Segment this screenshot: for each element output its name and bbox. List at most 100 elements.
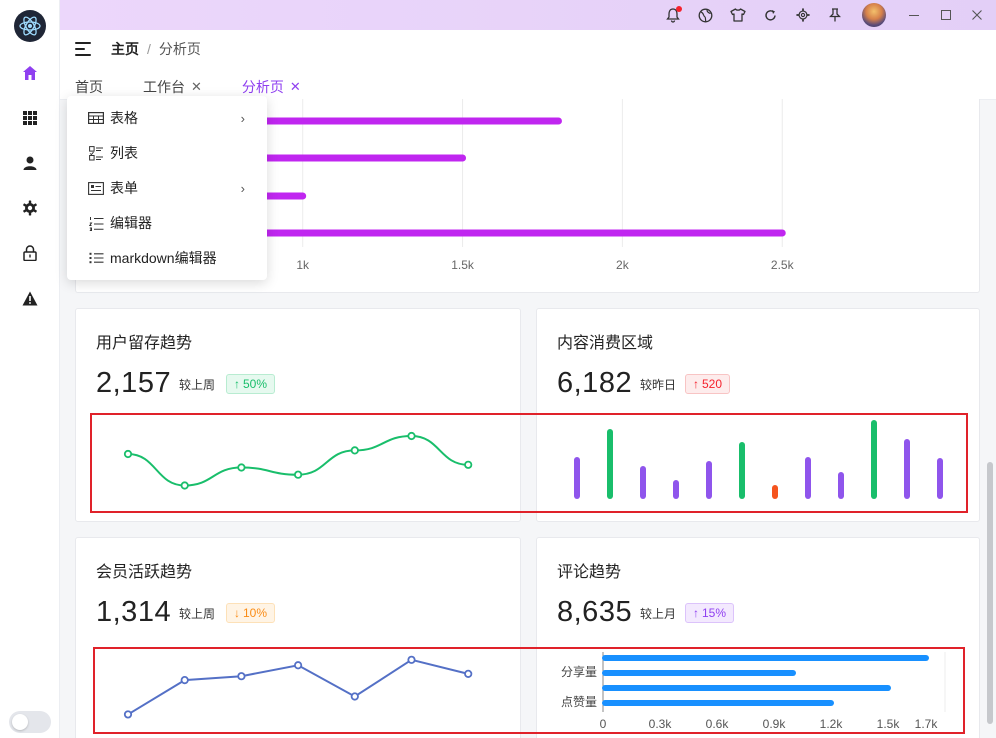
data-point: [464, 669, 473, 678]
data-point: [180, 675, 189, 685]
menu-item-label: 表格: [110, 110, 138, 126]
bullet-list-icon: [89, 252, 103, 264]
menu-item-label: markdown编辑器: [110, 250, 217, 266]
sidebar-item-apps[interactable]: [19, 107, 41, 129]
compare-label: 较上月: [640, 607, 677, 621]
delta-value: 15%: [702, 606, 727, 620]
retention-card: 用户留存趋势 2,157 较上周 ↑ 50%: [75, 308, 521, 522]
compare-label: 较上周: [179, 378, 216, 392]
trend-badge: ↓ 10%: [226, 603, 276, 623]
tab-close-icon[interactable]: ✕: [191, 79, 202, 94]
x-tick-label: 2k: [616, 258, 630, 272]
card-title: 评论趋势: [557, 564, 622, 581]
breadcrumb: 主页 / 分析页: [75, 39, 201, 59]
highlight-box: [90, 413, 968, 513]
data-point: [123, 449, 133, 459]
warning-icon: [22, 291, 38, 305]
gear-icon: [23, 200, 37, 216]
minimize-icon: [909, 15, 919, 16]
card-title: 会员活跃趋势: [96, 564, 193, 581]
compare-label: 较昨日: [640, 378, 677, 392]
arrow-up-icon: ↑: [693, 606, 699, 620]
menu-item-table[interactable]: 表格 ›: [67, 101, 267, 135]
maximize-button[interactable]: [935, 4, 957, 26]
x-tick-label: 1.5k: [451, 258, 475, 272]
pin-button[interactable]: [825, 5, 845, 25]
title-bar: [60, 0, 996, 30]
stat-value: 2,157: [96, 367, 172, 399]
maximize-icon: [941, 10, 951, 20]
menu-item-form[interactable]: 表单 ›: [67, 171, 267, 205]
sidebar: [0, 0, 60, 738]
settings-button[interactable]: [793, 5, 813, 25]
menu-item-label: 列表: [110, 145, 138, 161]
app-logo[interactable]: [14, 10, 46, 42]
sidebar-item-settings[interactable]: [19, 197, 41, 219]
sidebar-item-warning[interactable]: [19, 287, 41, 309]
tab-bar: 首页 工作台 ✕ 分析页 ✕: [75, 74, 341, 101]
tab-home[interactable]: 首页: [75, 74, 103, 100]
tab-label: 首页: [75, 79, 103, 95]
data-point: [123, 710, 133, 719]
atom-logo-icon: [19, 16, 41, 36]
lock-icon: [23, 245, 37, 261]
tab-close-icon[interactable]: ✕: [289, 79, 301, 94]
menu-item-editor[interactable]: 编辑器: [67, 206, 267, 240]
user-icon: [23, 156, 37, 170]
data-point: [180, 481, 189, 490]
sidebar-item-user[interactable]: [19, 152, 41, 174]
avatar[interactable]: [862, 3, 886, 27]
x-tick-label: 0.3k: [649, 717, 673, 731]
pin-icon: [829, 8, 841, 22]
x-tick-label: 2.5k: [771, 258, 795, 272]
y-axis-label: 分享量: [561, 664, 597, 679]
x-tick-label: 0.9k: [763, 717, 787, 731]
data-point: [294, 661, 303, 670]
arrow-down-icon: ↓: [234, 606, 240, 620]
menu-item-markdown-editor[interactable]: markdown编辑器: [67, 241, 267, 275]
sidebar-item-home[interactable]: [19, 62, 41, 84]
refresh-button[interactable]: [760, 5, 780, 25]
highlight-box: [93, 647, 965, 734]
minimize-button[interactable]: [903, 4, 925, 26]
sidebar-item-lock[interactable]: [19, 242, 41, 264]
nav-dropdown-menu: 表格 › 列表 表单 › 编辑器 markdown编辑器: [67, 96, 267, 280]
globe-icon: [698, 8, 712, 22]
x-tick-label: 0: [600, 717, 607, 731]
compare-label: 较上周: [179, 607, 216, 621]
consumption-bar-chart: [574, 420, 943, 499]
tab-workbench[interactable]: 工作台 ✕: [143, 74, 202, 100]
data-point: [294, 470, 303, 479]
ordered-list-icon: [88, 216, 103, 231]
menu-item-label: 编辑器: [110, 215, 152, 231]
menu-item-list[interactable]: 列表: [67, 136, 267, 170]
chevron-right-icon: ›: [240, 110, 245, 126]
delta-value: 520: [702, 377, 723, 391]
toggle-knob: [12, 714, 28, 730]
x-tick-label: 1k: [296, 258, 310, 272]
table-icon: [88, 112, 104, 124]
close-window-button[interactable]: [966, 4, 988, 26]
card-title: 用户留存趋势: [96, 335, 193, 352]
breadcrumb-home[interactable]: 主页: [111, 41, 139, 57]
trend-badge: ↑ 50%: [226, 374, 276, 394]
arrow-up-icon: ↑: [693, 377, 699, 391]
notifications-button[interactable]: [663, 5, 683, 25]
skin-button[interactable]: [728, 5, 748, 25]
menu-item-label: 表单: [110, 180, 138, 196]
theme-toggle[interactable]: [9, 711, 51, 733]
y-axis-label: 点赞量: [561, 695, 597, 709]
tab-label: 工作台: [143, 79, 185, 95]
arrow-up-icon: ↑: [234, 377, 240, 391]
language-button[interactable]: [695, 5, 715, 25]
apps-grid-icon: [23, 111, 37, 125]
shirt-icon: [730, 8, 746, 22]
data-point: [237, 463, 246, 472]
trend-badge: ↑ 520: [685, 374, 731, 394]
delta-value: 10%: [243, 606, 268, 620]
member-line-chart: [123, 655, 473, 719]
x-tick-label: 1.5k: [877, 717, 901, 731]
list-check-icon: [88, 145, 103, 160]
scrollbar[interactable]: [987, 462, 993, 724]
collapse-menu-button[interactable]: [75, 42, 91, 56]
